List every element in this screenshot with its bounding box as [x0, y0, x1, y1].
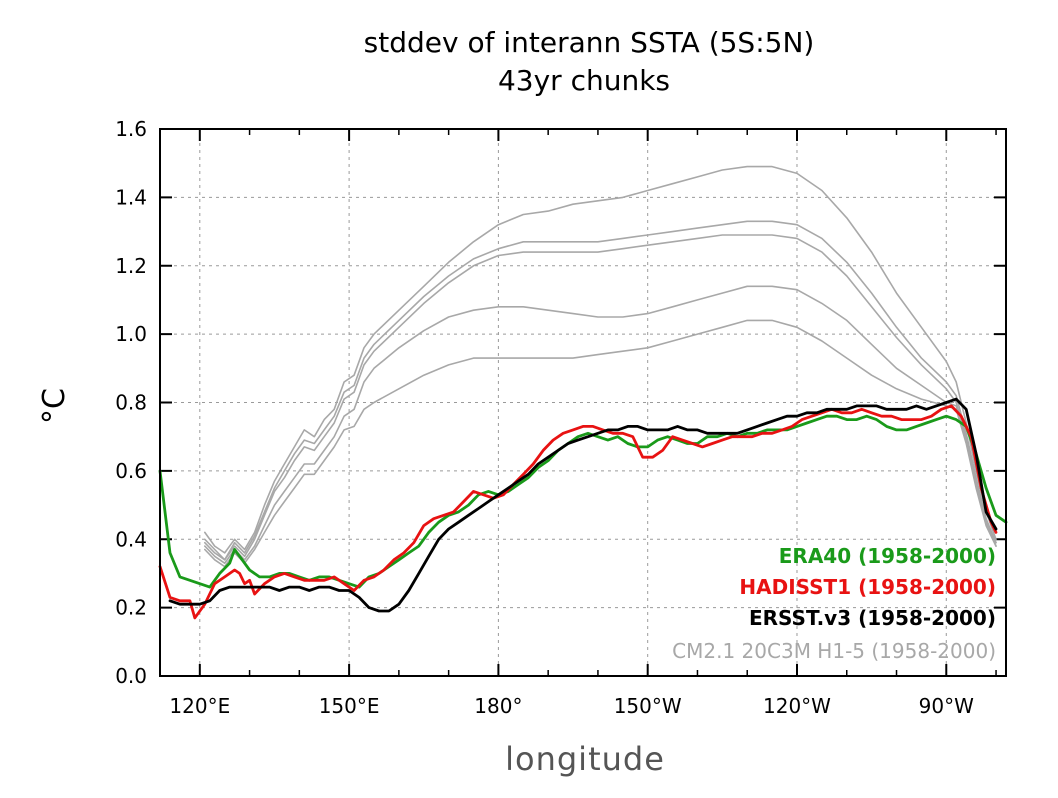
- legend-entry-0: ERA40 (1958-2000): [779, 544, 996, 568]
- y-tick-label: 1.0: [115, 322, 147, 346]
- series-line-4: [204, 220, 997, 561]
- chart-title: stddev of interann SSTA (5S:5N): [364, 26, 815, 59]
- series-line-0: [158, 414, 1008, 589]
- plot-series: [158, 165, 1008, 620]
- x-tick-label: 90°W: [919, 694, 974, 718]
- y-tick-label: 0.6: [115, 459, 147, 483]
- y-tick-label: 0.2: [115, 596, 147, 620]
- series-line-3: [204, 165, 997, 554]
- x-tick-label: 120°E: [169, 694, 230, 718]
- y-tick-label: 1.6: [115, 117, 147, 141]
- series-line-6: [204, 285, 997, 564]
- legend-entry-2: ERSST.v3 (1958-2000): [749, 606, 996, 630]
- series-line-7: [204, 319, 997, 568]
- series-line-1: [158, 404, 998, 620]
- x-tick-label: 150°W: [614, 694, 682, 718]
- series-line-5: [204, 234, 997, 561]
- legend: ERA40 (1958-2000) HADISST1 (1958-2000) ERS…: [672, 544, 996, 663]
- plot-frame: [159, 128, 1007, 677]
- axis-ticks: 120°E 150°E 180° 150°W 120°W 90°W 0.0 0.2 0.4 0.6…: [115, 117, 1006, 718]
- y-tick-label: 0.8: [115, 391, 147, 415]
- chart-subtitle: 43yr chunks: [498, 64, 670, 97]
- series-line-2: [168, 397, 998, 613]
- x-tick-label: 180°: [474, 694, 522, 718]
- y-tick-label: 0.4: [115, 527, 147, 551]
- x-tick-label: 150°E: [319, 694, 380, 718]
- y-axis-label: °C: [37, 388, 72, 424]
- x-axis-label: longitude: [505, 740, 665, 778]
- x-tick-label: 120°W: [763, 694, 831, 718]
- y-tick-label: 1.4: [115, 185, 147, 209]
- y-tick-label: 0.0: [115, 664, 147, 688]
- legend-entry-3: CM2.1 20C3M H1-5 (1958-2000): [672, 639, 996, 663]
- legend-entry-1: HADISST1 (1958-2000): [739, 575, 996, 599]
- y-tick-label: 1.2: [115, 254, 147, 278]
